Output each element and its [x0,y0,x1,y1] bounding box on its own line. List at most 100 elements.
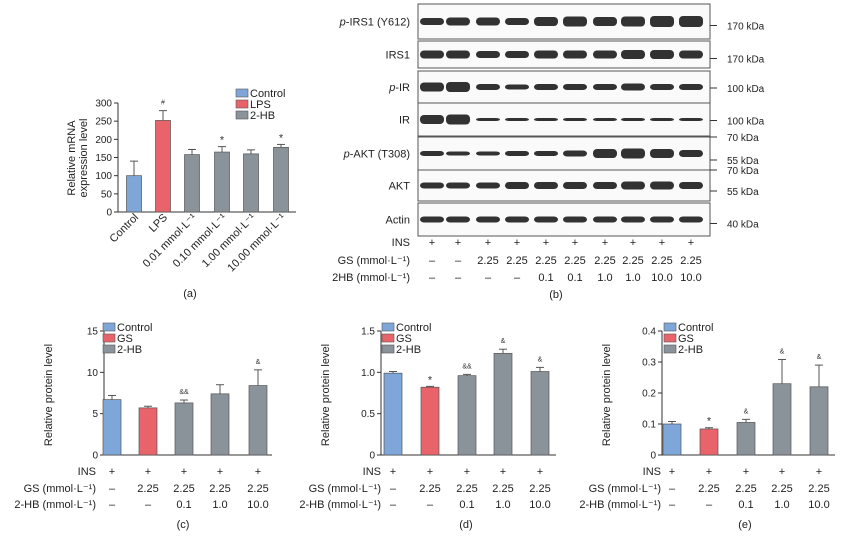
panel-label: (a) [183,288,196,300]
condition-value: 0.1 [738,499,753,511]
condition-value: 2.25 [419,483,440,495]
protein-band [446,17,470,26]
significance-mark: & [744,408,749,415]
protein-band [593,118,617,121]
condition-value: 2.25 [456,483,477,495]
protein-band [621,181,645,190]
panel-label: (e) [738,519,751,531]
condition-value: – [390,499,397,511]
protein-band [650,216,674,223]
y-tick-label: 0 [92,451,98,462]
bar [248,385,268,456]
significance-mark: * [707,416,712,428]
y-tick-label: 0.3 [642,358,656,369]
condition-value: + [659,237,665,249]
condition-value: 10.0 [651,272,672,284]
protein-band [621,216,645,223]
y-axis-label: Relative protein level [320,344,332,446]
panel-label: (c) [177,519,190,531]
blot-label: p-AKT (T308) [343,149,410,161]
panel-a-chart: 0 50 100 150 200 250 300 # * * Relative mRNA expres… [66,88,296,300]
condition-value: + [543,237,549,249]
legend-swatch [381,322,395,332]
condition-value: 2.25 [477,255,498,267]
kda-marker: 70 kDa [727,166,759,177]
condition-value: 1.0 [625,272,640,284]
bar [457,375,477,456]
bar [184,154,200,213]
y-axis-label: Relative protein level [43,344,55,446]
blot-label: IRS1 [386,50,410,62]
protein-band [420,115,444,124]
protein-band [420,151,444,156]
condition-value: 2.25 [506,255,527,267]
blot-label-italic: p [388,82,395,94]
condition-value: – [455,272,462,284]
blot-label-text: IRS1 [386,50,410,62]
condition-value: 2.25 [808,483,829,495]
protein-band [446,50,470,59]
bar [809,386,829,456]
y-tick-label: 5 [92,409,98,420]
condition-value: 2.25 [173,483,194,495]
kda-marker: 100 kDa [727,84,765,95]
condition-value: + [181,466,187,478]
condition-label: 2HB (mmol·L⁻¹) [332,272,410,284]
condition-value: + [602,237,608,249]
significance-mark: # [161,100,165,107]
legend-entry: Control [396,322,431,334]
condition-value: – [669,499,676,511]
condition-value: – [429,255,436,267]
condition-value: 2.25 [622,255,643,267]
protein-band [505,182,529,189]
condition-value: + [429,237,435,249]
condition-value: 2.25 [771,483,792,495]
condition-label: 2-HB (mmol·L⁻¹) [14,499,96,511]
condition-value: – [485,272,492,284]
protein-band [476,182,500,189]
protein-band [476,17,500,26]
blot-label: AKT [389,181,411,193]
protein-band [476,51,500,58]
condition-value: + [816,466,822,478]
protein-band [534,216,558,223]
condition-label: GS (mmol·L⁻¹) [589,483,661,495]
legend-entry: LPS [250,99,271,111]
condition-value: + [455,237,461,249]
kda-marker: 70 kDa [727,133,759,144]
y-tick-label: 0 [650,451,656,462]
condition-value: 10.0 [247,499,268,511]
condition-value: 10.0 [529,499,550,511]
condition-value: + [485,237,491,249]
panel-e-chart: 0 0.1 0.2 0.3 0.4 * & & & Relative protein level C… [579,322,835,531]
condition-value: 0.1 [567,272,582,284]
significance-mark: & [817,354,822,361]
bar [772,383,792,456]
kda-marker: 40 kDa [727,220,759,231]
significance-mark: && [462,363,472,370]
condition-value: – [455,255,462,267]
condition-value: 1.0 [212,499,227,511]
blot-label: p-IRS1 (Y612) [339,17,410,29]
y-tick-label: 0 [369,451,375,462]
kda-marker: 55 kDa [727,156,759,167]
bar [214,151,230,213]
condition-value: 2.25 [535,255,556,267]
legend-entry: GS [396,333,412,345]
protein-band [563,16,587,27]
bar [126,175,142,213]
protein-band [593,216,617,223]
legend-swatch [102,344,116,354]
legend-swatch [102,333,116,343]
kda-marker: 170 kDa [727,22,765,33]
condition-label: GS (mmol·L⁻¹) [309,483,381,495]
bar [699,428,719,456]
protein-band [563,118,587,121]
blot-label-text: IR [399,115,410,127]
condition-value: 2.25 [564,255,585,267]
condition-value: 2.25 [529,483,550,495]
condition-value: 2.25 [651,255,672,267]
y-tick-label: 15 [87,327,99,338]
bar [736,422,756,456]
